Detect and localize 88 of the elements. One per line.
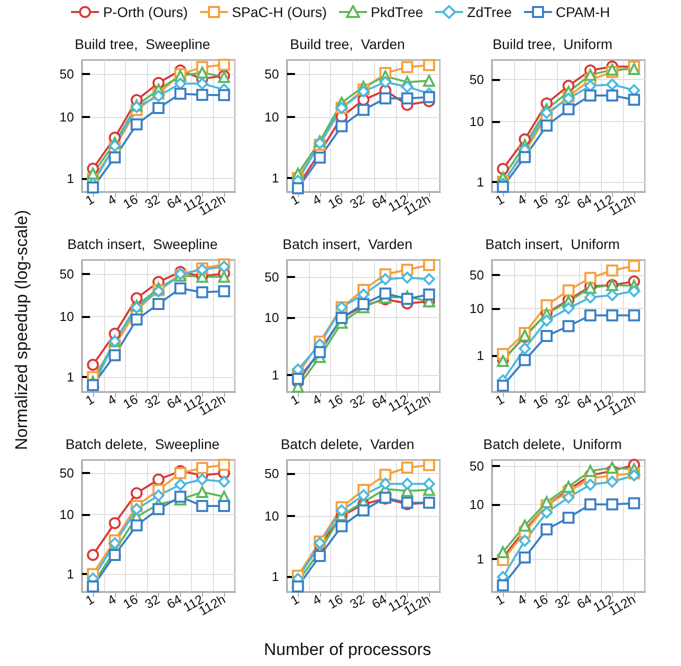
y-tick-label: 10 xyxy=(264,310,279,325)
x-tick-label: 32 xyxy=(142,592,162,612)
y-tick-label: 50 xyxy=(470,458,484,474)
x-tick-label: 16 xyxy=(120,192,140,212)
chart-title: Batch delete, Uniform xyxy=(483,436,622,452)
y-tick-label: 1 xyxy=(476,348,484,364)
x-tick-label: 16 xyxy=(325,592,346,612)
y-axis-title: Normalized speedup (log-scale) xyxy=(12,210,32,450)
x-tick-label: 32 xyxy=(552,392,572,412)
y-tick-label: 50 xyxy=(264,66,279,82)
chart-title: Batch delete, Varden xyxy=(280,436,414,452)
legend-label: P-Orth (Ours) xyxy=(103,4,188,20)
x-tick-label: 64 xyxy=(164,592,184,612)
x-tick-label: 1 xyxy=(492,392,507,408)
x-tick-label: 16 xyxy=(120,392,140,412)
x-tick-label: 4 xyxy=(514,592,529,608)
y-tick-label: 10 xyxy=(470,114,484,130)
y-tick-label: 1 xyxy=(476,174,484,190)
y-tick-label: 10 xyxy=(60,308,74,324)
y-tick-label: 10 xyxy=(60,507,74,522)
x-tick-label: 1 xyxy=(288,592,302,608)
x-tick-label: 64 xyxy=(164,192,184,212)
chart-title: Build tree, Varden xyxy=(290,36,405,52)
x-tick-label: 4 xyxy=(514,392,529,408)
x-tick-label: 32 xyxy=(347,192,368,212)
x-tick-label: 1 xyxy=(288,392,302,408)
y-tick-label: 50 xyxy=(60,466,74,481)
y-tick-label: 1 xyxy=(476,552,484,567)
x-tick-label: 64 xyxy=(369,392,390,412)
y-tick-label: 50 xyxy=(470,268,484,283)
x-tick-label: 64 xyxy=(164,392,184,412)
legend-label: ZdTree xyxy=(467,4,512,20)
x-tick-label: 1 xyxy=(288,192,302,208)
y-tick-label: 10 xyxy=(264,508,279,524)
chart-title: Batch insert, Varden xyxy=(282,236,412,252)
y-tick-label: 1 xyxy=(272,569,279,584)
x-tick-label: 4 xyxy=(104,592,119,608)
y-tick-label: 1 xyxy=(66,566,74,582)
x-tick-label: 32 xyxy=(552,192,572,212)
y-tick-label: 10 xyxy=(470,496,484,512)
x-tick-label: 32 xyxy=(552,592,572,612)
y-tick-label: 1 xyxy=(272,170,279,186)
x-tick-label: 32 xyxy=(347,592,368,612)
y-tick-label: 50 xyxy=(60,266,74,282)
x-tick-label: 1 xyxy=(492,192,507,208)
chart-title: Batch insert, Sweepline xyxy=(67,236,218,252)
x-tick-label: 4 xyxy=(514,192,529,208)
y-tick-label: 50 xyxy=(264,270,279,285)
y-tick-label: 10 xyxy=(60,110,74,125)
x-tick-label: 16 xyxy=(530,392,550,412)
y-tick-label: 1 xyxy=(66,170,74,186)
y-tick-label: 1 xyxy=(272,368,279,383)
legend-label: CPAM-H xyxy=(556,4,610,20)
x-tick-label: 4 xyxy=(310,592,324,608)
x-tick-label: 4 xyxy=(310,192,324,208)
chart-title: Build tree, Uniform xyxy=(492,36,612,52)
x-tick-label: 32 xyxy=(142,192,162,212)
y-tick-label: 50 xyxy=(60,66,74,82)
y-tick-label: 50 xyxy=(264,466,279,482)
x-tick-label: 32 xyxy=(347,392,368,412)
legend-label: PkdTree xyxy=(370,4,424,20)
y-tick-label: 10 xyxy=(470,300,484,316)
x-tick-label: 64 xyxy=(369,192,390,212)
x-tick-label: 4 xyxy=(104,392,119,408)
x-tick-label: 64 xyxy=(574,192,594,212)
x-tick-label: 1 xyxy=(82,192,97,208)
x-tick-label: 1 xyxy=(82,592,97,608)
chart-title: Batch insert, Uniform xyxy=(485,236,620,252)
chart-title: Build tree, Sweepline xyxy=(74,36,210,52)
y-tick-label: 1 xyxy=(66,370,74,385)
x-tick-label: 4 xyxy=(104,192,119,208)
x-tick-label: 1 xyxy=(492,592,507,608)
legend-label: SPaC-H (Ours) xyxy=(232,4,327,20)
x-tick-label: 16 xyxy=(325,192,346,212)
x-axis-title: Number of processors xyxy=(264,640,432,660)
x-tick-label: 64 xyxy=(574,592,594,612)
x-tick-label: 16 xyxy=(530,592,550,612)
x-tick-label: 32 xyxy=(142,392,162,412)
x-tick-label: 4 xyxy=(310,392,324,408)
x-tick-label: 64 xyxy=(369,592,390,612)
y-tick-label: 10 xyxy=(264,109,279,124)
x-tick-label: 1 xyxy=(82,392,97,408)
x-tick-label: 16 xyxy=(530,192,550,212)
x-tick-label: 16 xyxy=(120,592,140,612)
chart-title: Batch delete, Sweepline xyxy=(65,436,220,452)
x-tick-label: 16 xyxy=(325,392,346,412)
x-tick-label: 64 xyxy=(574,392,594,412)
y-tick-label: 50 xyxy=(470,72,484,87)
